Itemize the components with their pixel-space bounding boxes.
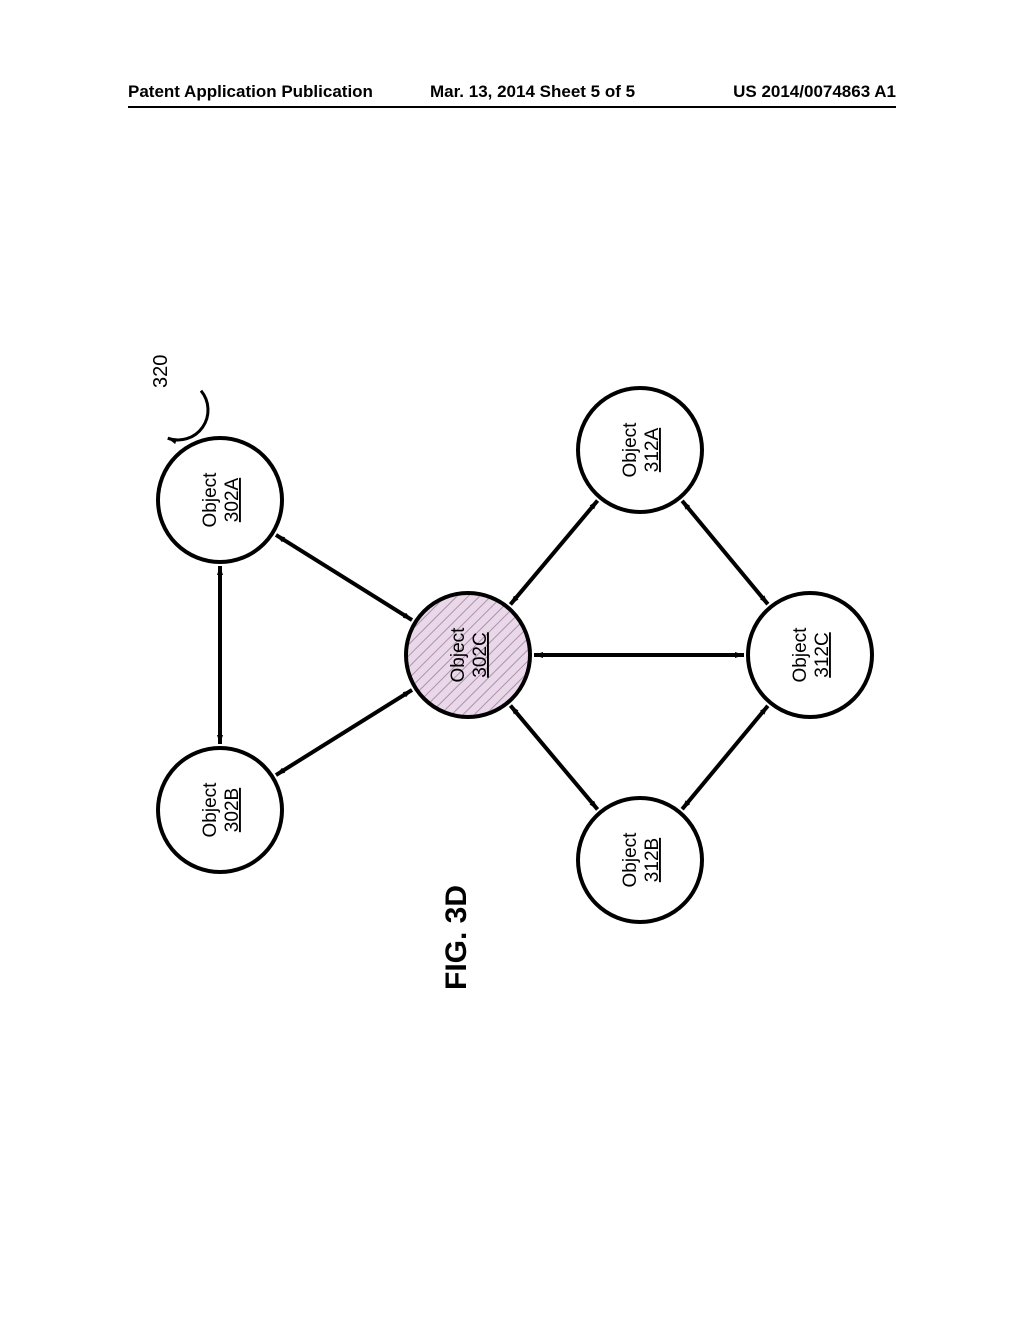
node-ref: 302A <box>222 477 243 522</box>
node-312B: Object312B <box>578 798 702 922</box>
edge-302A-302C <box>276 535 412 620</box>
header-left: Patent Application Publication <box>128 82 373 102</box>
node-label: Object <box>200 472 221 528</box>
node-label: Object <box>448 627 469 683</box>
node-ref: 312A <box>642 427 663 472</box>
node-ref: 312B <box>642 838 663 882</box>
node-312A: Object312A <box>578 388 702 512</box>
node-302B: Object302B <box>158 748 282 872</box>
reference-arc <box>168 391 208 440</box>
edge-312A-312C <box>682 501 768 604</box>
node-302C: Object302C <box>406 593 530 717</box>
header-rule <box>128 106 896 108</box>
node-302A: Object302A <box>158 438 282 562</box>
network-diagram: Object302AObject302BObject302CObject312A… <box>0 170 1024 1170</box>
node-label: Object <box>200 782 221 838</box>
node-label: Object <box>620 832 641 888</box>
node-label: Object <box>620 422 641 478</box>
node-ref: 302C <box>470 632 491 677</box>
node-ref: 312C <box>812 632 833 677</box>
diagram-svg: Object302AObject302BObject302CObject312A… <box>0 170 1024 1170</box>
node-label: Object <box>790 627 811 683</box>
node-312C: Object312C <box>748 593 872 717</box>
edge-302C-312B <box>510 706 597 810</box>
header-right: US 2014/0074863 A1 <box>733 82 896 102</box>
page-header: Patent Application Publication Mar. 13, … <box>0 82 1024 112</box>
header-center: Mar. 13, 2014 Sheet 5 of 5 <box>430 82 635 102</box>
edge-312B-312C <box>682 706 768 809</box>
figure-reference-number: 320 <box>150 355 173 388</box>
figure-label: FIG. 3D <box>440 885 474 990</box>
node-ref: 302B <box>222 788 243 832</box>
edge-302B-302C <box>276 690 412 775</box>
edge-302C-312A <box>510 501 597 605</box>
page: Patent Application Publication Mar. 13, … <box>0 0 1024 1320</box>
